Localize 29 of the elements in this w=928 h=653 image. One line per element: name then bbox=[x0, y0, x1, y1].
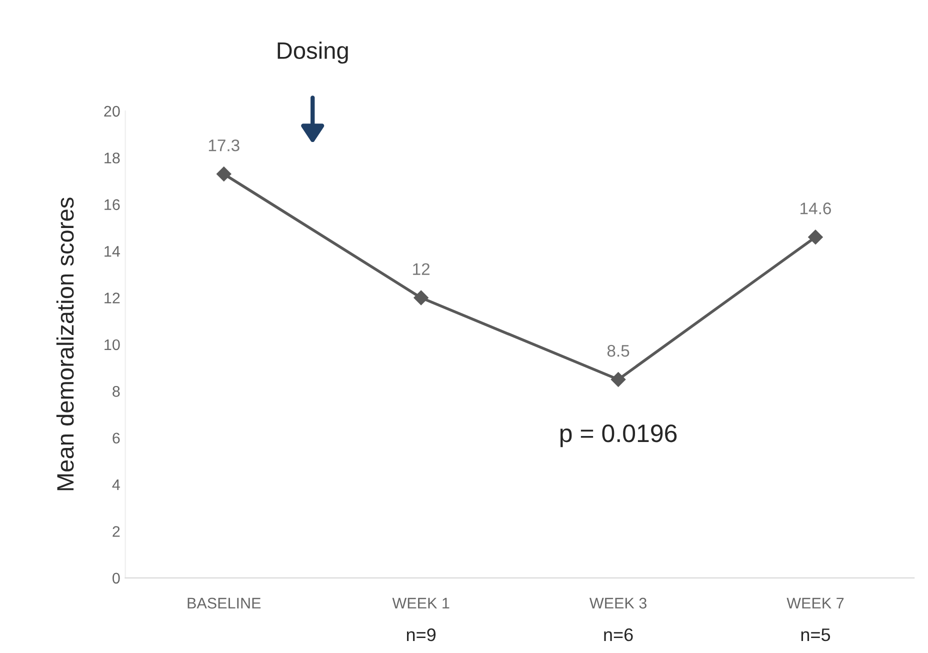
y-tick-label: 16 bbox=[104, 199, 120, 210]
y-axis-title: Mean demoralization scores bbox=[56, 198, 74, 490]
text: n=6 bbox=[604, 628, 633, 642]
y-tick-label: 14 bbox=[104, 246, 120, 257]
y-tick-label: 12 bbox=[104, 292, 120, 304]
y-tick-label: 6 bbox=[112, 432, 120, 444]
data-label: 17.3 bbox=[208, 140, 240, 152]
point bbox=[414, 290, 428, 306]
x-tick-label: WEEK 3 bbox=[589, 598, 646, 609]
y-tick-label: 10 bbox=[104, 339, 120, 350]
x-tick-label: WEEK 7 bbox=[786, 598, 844, 608]
x-tick-label: BASELINE bbox=[188, 598, 261, 609]
data-label: 14.6 bbox=[800, 202, 831, 214]
y-tick-label: 4 bbox=[112, 480, 120, 490]
text: n=9 bbox=[406, 628, 436, 642]
point bbox=[216, 166, 232, 182]
point bbox=[808, 230, 823, 244]
y-tick-label: 20 bbox=[104, 106, 120, 117]
y-tick-label: 0 bbox=[112, 572, 120, 584]
y-tick-label: 8 bbox=[112, 386, 120, 397]
point bbox=[610, 372, 626, 387]
annotation: p = 0.0196 bbox=[560, 424, 677, 448]
text: n=5 bbox=[801, 628, 830, 642]
data-label: 8.5 bbox=[607, 344, 630, 357]
data-label: 12 bbox=[413, 263, 430, 275]
y-tick-label: 2 bbox=[112, 526, 120, 537]
x-tick-label: WEEK 1 bbox=[392, 598, 450, 608]
text: Dosing bbox=[278, 42, 348, 64]
y-tick-label: 18 bbox=[104, 152, 120, 164]
